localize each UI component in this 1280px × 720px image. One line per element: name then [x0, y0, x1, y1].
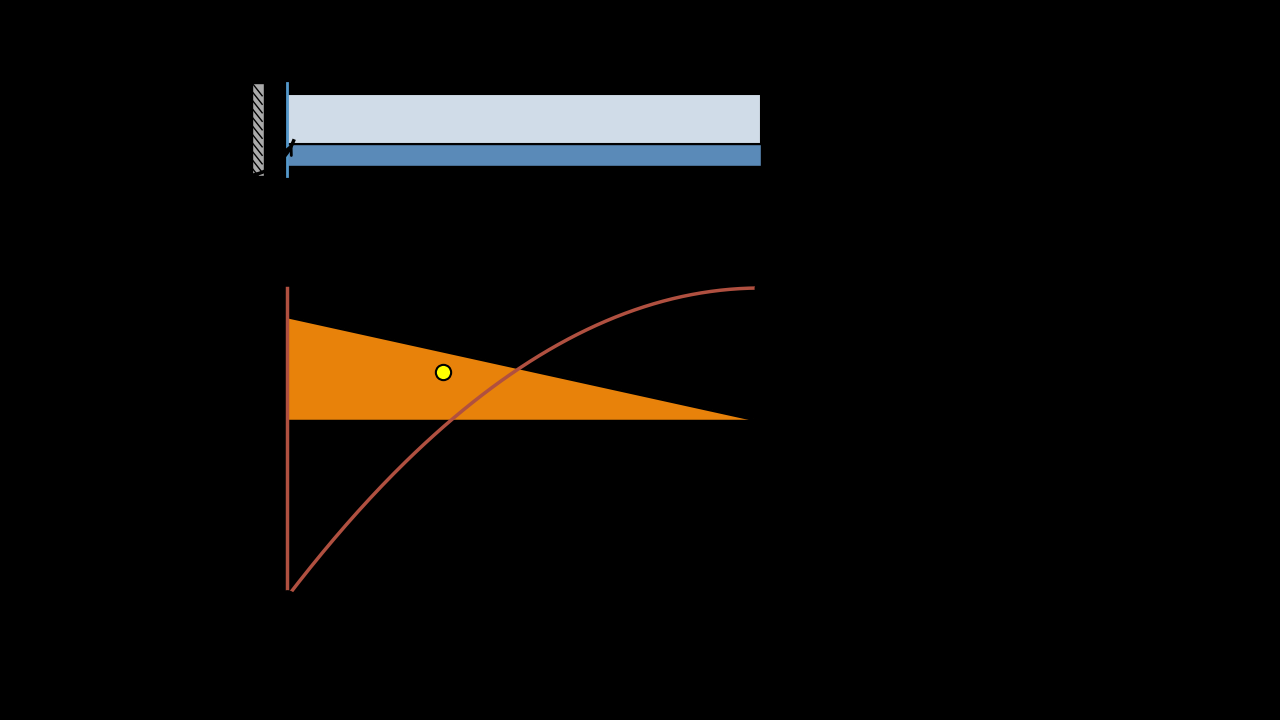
Text: $M_2 = -600 + 60$*20*0.5: $M_2 = -600 + 60$*20*0.5: [804, 295, 1039, 317]
Text: SFD & BMD: SFD & BMD: [517, 13, 668, 37]
Bar: [287, 94, 760, 144]
Text: $M_1$ = -600: $M_1$ = -600: [261, 621, 343, 639]
Text: $M_2 = M_1$ - SFD Area: $M_2 = M_1$ - SFD Area: [804, 220, 989, 241]
Text: $V_1$ =60: $V_1$ =60: [177, 258, 236, 277]
Text: $M_2 = 0$: $M_2 = 0$: [804, 407, 867, 428]
Text: 20 ft: 20 ft: [503, 194, 544, 212]
Bar: [287, 144, 760, 166]
Text: $M_1 = M_A = -600$: $M_1 = M_A = -600$: [804, 140, 966, 162]
Bar: [252, 83, 264, 176]
Text: 3 kip/ft: 3 kip/ft: [595, 4, 654, 22]
Text: Bending Moments: Bending Moments: [804, 45, 1044, 70]
Polygon shape: [287, 317, 760, 421]
Text: $V_A$ =60: $V_A$ =60: [205, 199, 264, 218]
Text: SFD: SFD: [297, 441, 349, 466]
Text: $M_A$ =600 k·ft: $M_A$ =600 k·ft: [177, 41, 282, 60]
Text: $M_0$ = 0: $M_0$ = 0: [773, 307, 831, 327]
Text: BMD: BMD: [430, 521, 492, 545]
Text: for  Cantilever Beam: for Cantilever Beam: [717, 15, 940, 35]
Text: $V_2$ = 0: $V_2$ = 0: [776, 402, 832, 423]
